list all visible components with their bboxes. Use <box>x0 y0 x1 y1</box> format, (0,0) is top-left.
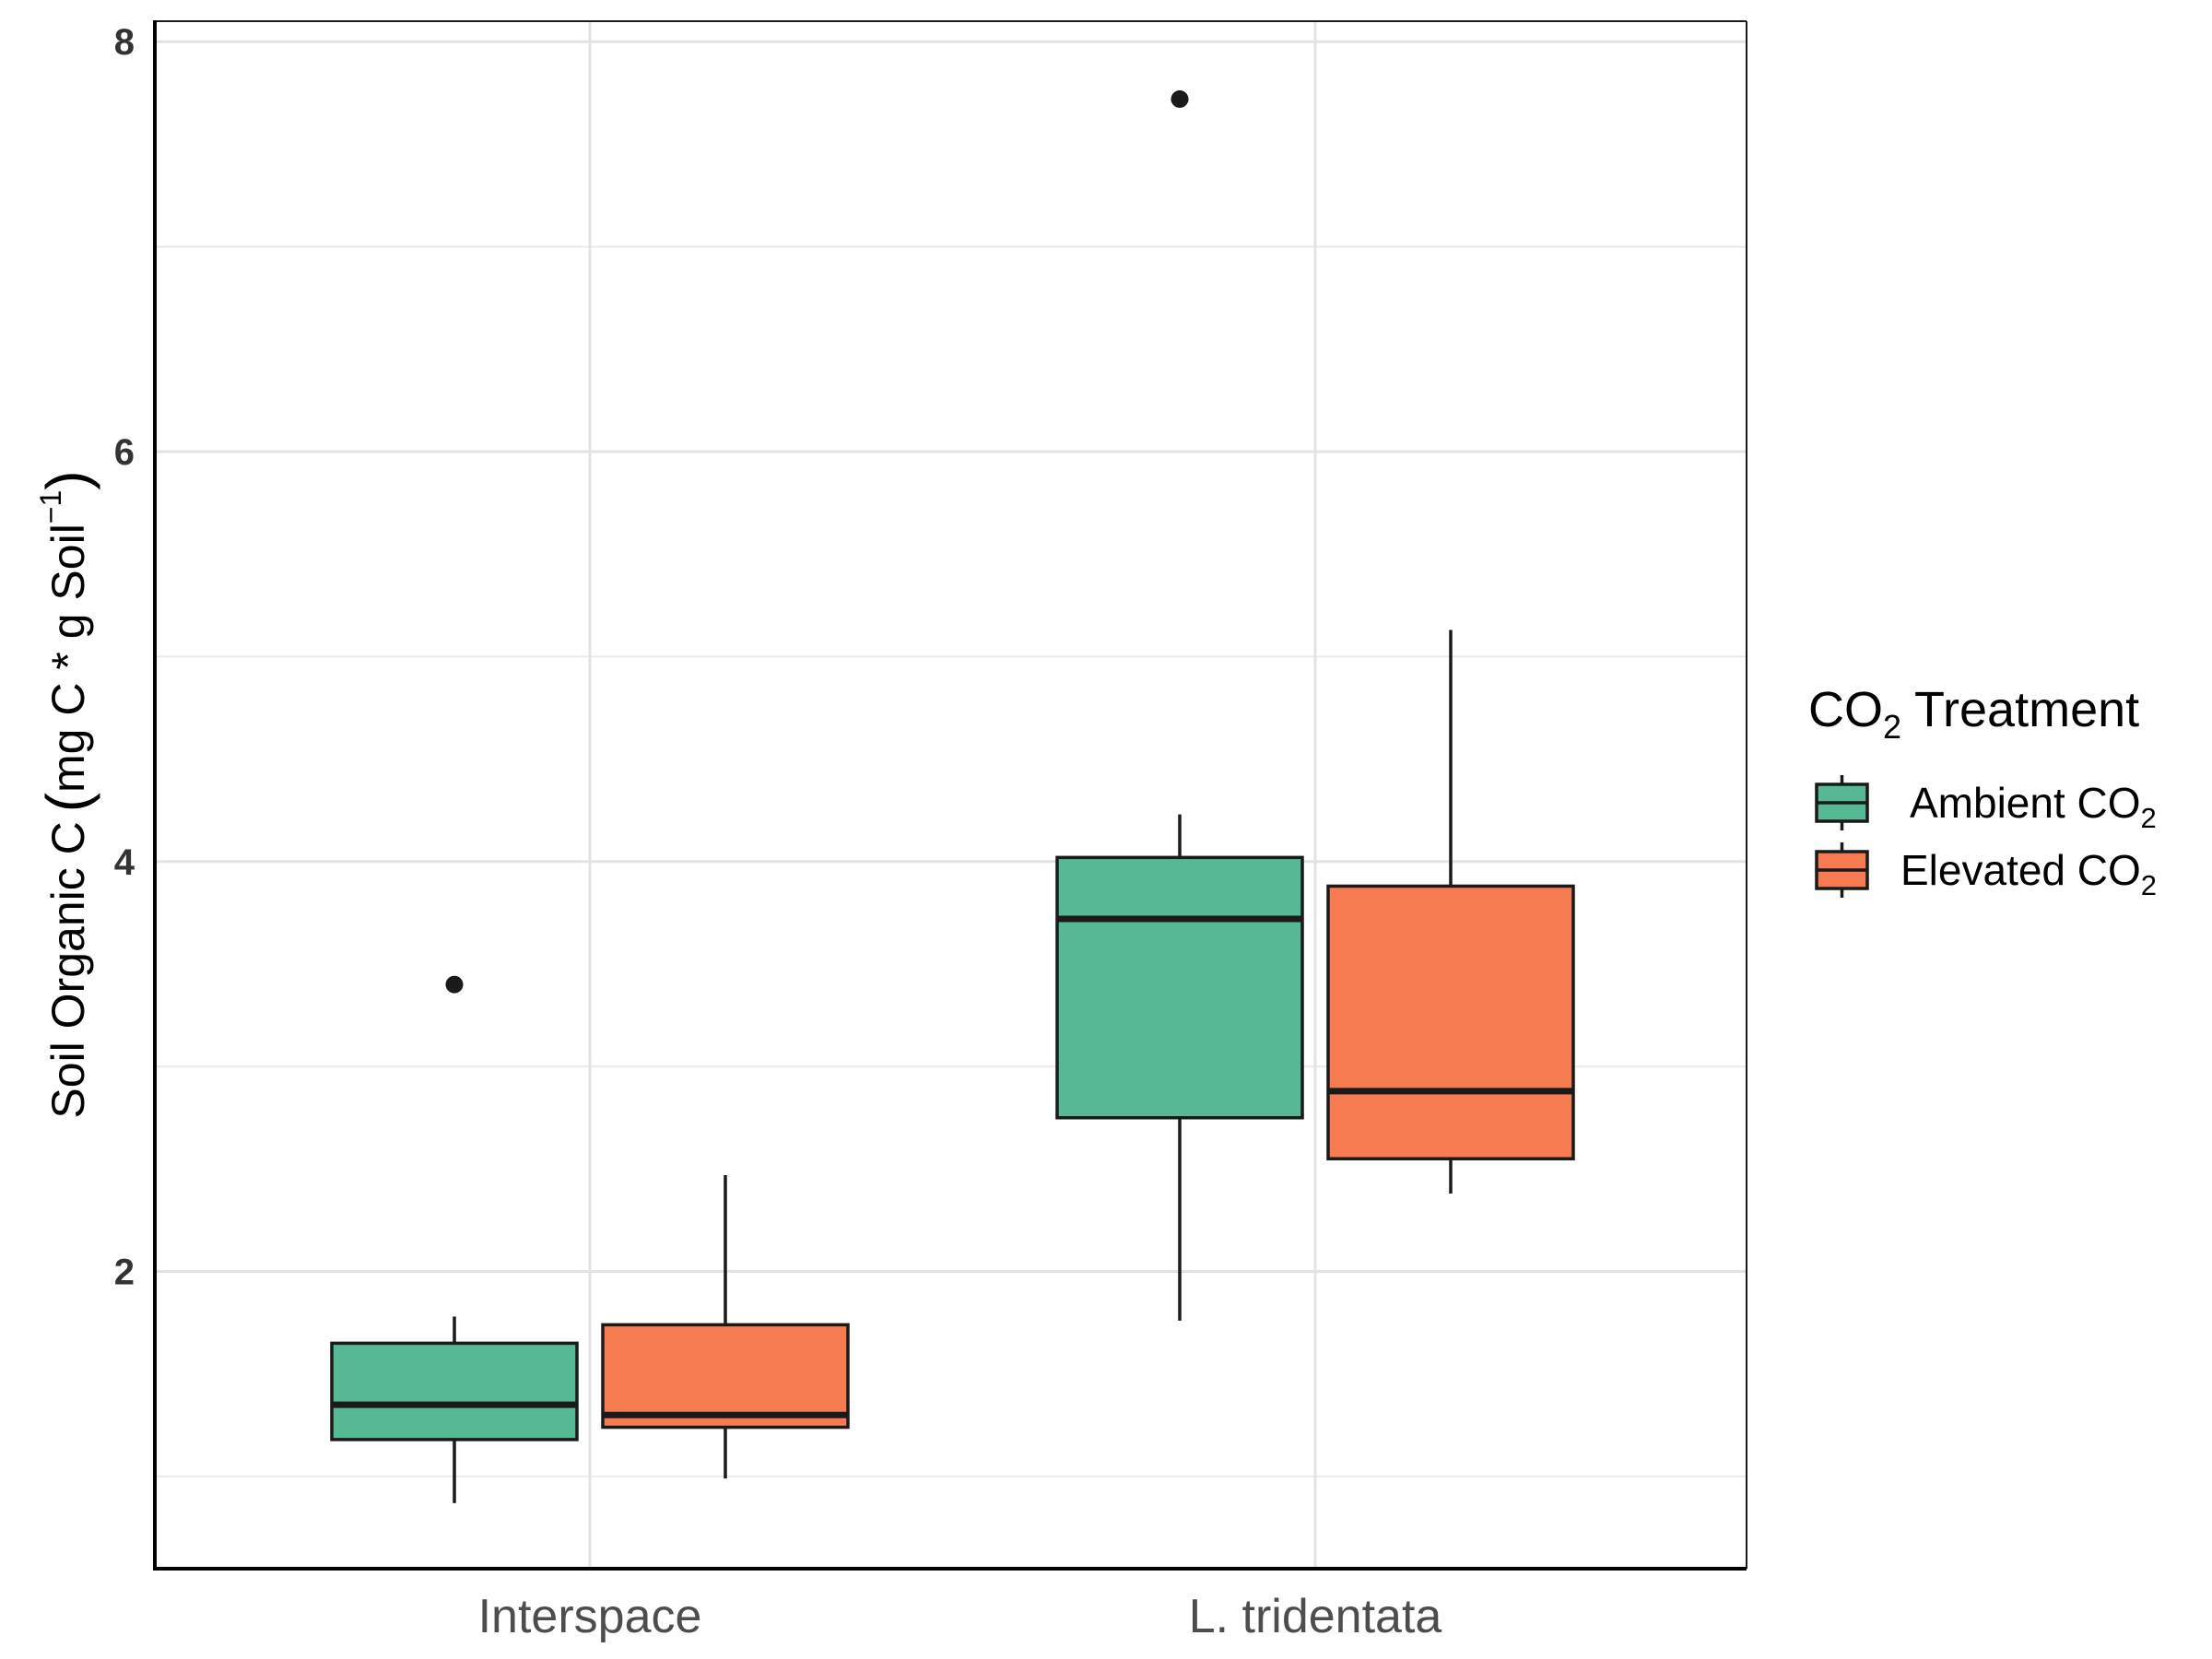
series-ambient <box>330 90 1304 1503</box>
axes <box>153 20 1747 1571</box>
legend-label: Elevated CO2 <box>1900 846 2157 901</box>
y-tick-labels: 2 4 6 8 <box>114 22 135 1292</box>
plot-background <box>155 21 1747 1569</box>
legend-label-subscript: 2 <box>2141 802 2157 834</box>
legend-label-main: Ambient CO <box>1910 779 2141 827</box>
y-axis-title-main: Soil Organic C <box>42 821 94 1118</box>
legend-title-rest: Treatment <box>1901 682 2139 737</box>
box-l-tridentata <box>1326 629 1575 1194</box>
y-tick-label: 6 <box>114 432 135 473</box>
legend-title-subscript: 2 <box>1883 708 1901 746</box>
legend-item-ambient: Ambient CO2 <box>1815 775 2157 834</box>
y-axis-unit-text: mg C * g Soil <box>42 524 94 793</box>
box-iqr <box>330 1341 579 1441</box>
legend-label-main: Elevated CO <box>1900 846 2141 894</box>
y-tick-label: 4 <box>114 842 135 883</box>
outlier-point <box>445 975 464 994</box>
legend-label: Ambient CO2 <box>1910 779 2157 834</box>
box-iqr <box>1326 884 1575 1160</box>
outlier-point <box>1171 90 1189 109</box>
y-axis-title: Soil Organic C (mg C * g Soil−1) <box>34 470 100 1118</box>
legend-label-subscript: 2 <box>2141 869 2157 901</box>
box-interspace <box>601 1175 850 1479</box>
series-elevated <box>601 629 1575 1479</box>
x-tick-label: Interspace <box>478 1590 702 1643</box>
legend-item-elevated: Elevated CO2 <box>1815 842 2157 901</box>
x-tick-labels: Interspace L. tridentata <box>478 1590 1442 1643</box>
x-tick-label: L. tridentata <box>1189 1590 1442 1643</box>
y-axis-unit-close-paren: ) <box>34 470 100 489</box>
major-gridlines <box>155 21 1747 1569</box>
y-axis-unit-open-paren: ( <box>34 793 100 812</box>
y-tick-label: 2 <box>114 1253 135 1293</box>
legend-title: CO2 Treatment <box>1808 682 2139 746</box>
box-series <box>330 90 1575 1503</box>
y-tick-label: 8 <box>114 22 135 63</box>
box-iqr <box>601 1323 850 1430</box>
legend-title-main: CO <box>1808 682 1883 737</box>
box-l-tridentata <box>1055 90 1304 1321</box>
y-axis-unit-superscript: −1 <box>34 490 67 524</box>
box-interspace <box>330 975 579 1503</box>
box-iqr <box>1055 855 1304 1120</box>
